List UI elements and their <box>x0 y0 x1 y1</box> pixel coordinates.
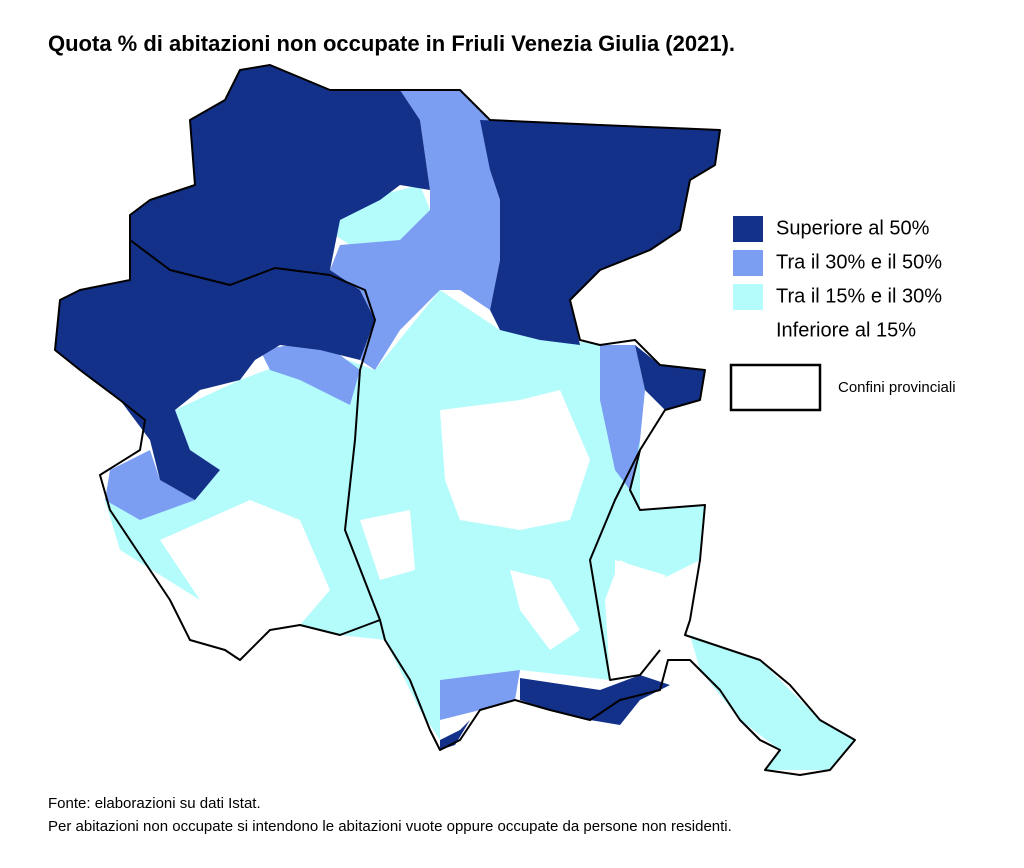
region-high <box>440 720 470 750</box>
region-mid <box>105 450 195 520</box>
legend: Superiore al 50% Tra il 30% e il 50% Tra i… <box>733 216 942 341</box>
region-mid <box>330 90 500 370</box>
legend-label: Tra il 30% e il 50% <box>776 251 942 273</box>
legend-swatch <box>733 284 763 310</box>
region-high <box>520 675 670 725</box>
region-lowest <box>510 570 580 650</box>
region-high <box>480 120 720 345</box>
legend-swatch <box>733 250 763 276</box>
boundary-label: Confini provinciali <box>838 379 956 396</box>
region-low <box>690 635 855 770</box>
region-mid <box>260 340 360 405</box>
region-high <box>635 345 705 410</box>
map-title: Quota % di abitazioni non occupate in Fr… <box>48 31 735 56</box>
boundary-swatch <box>729 363 822 412</box>
region-lowest <box>360 510 415 580</box>
province-border <box>589 449 661 681</box>
province-border <box>129 239 381 621</box>
legend-label: Tra il 15% e il 30% <box>776 285 942 307</box>
region-low <box>290 185 430 245</box>
legend-swatch <box>733 216 763 242</box>
source-note: Fonte: elaborazioni su dati Istat. <box>48 795 261 812</box>
region-lowest <box>440 390 590 530</box>
legend-label: Superiore al 50% <box>776 217 930 239</box>
region-lowest <box>160 500 330 660</box>
region-border <box>54 64 856 776</box>
map <box>54 64 856 776</box>
legend-label: Inferiore al 15% <box>776 319 916 341</box>
region-mid <box>600 345 645 490</box>
region-high <box>55 65 430 500</box>
definition-note: Per abitazioni non occupate si intendono… <box>48 818 732 835</box>
region-lowest <box>615 560 680 650</box>
region-mid <box>440 670 520 720</box>
